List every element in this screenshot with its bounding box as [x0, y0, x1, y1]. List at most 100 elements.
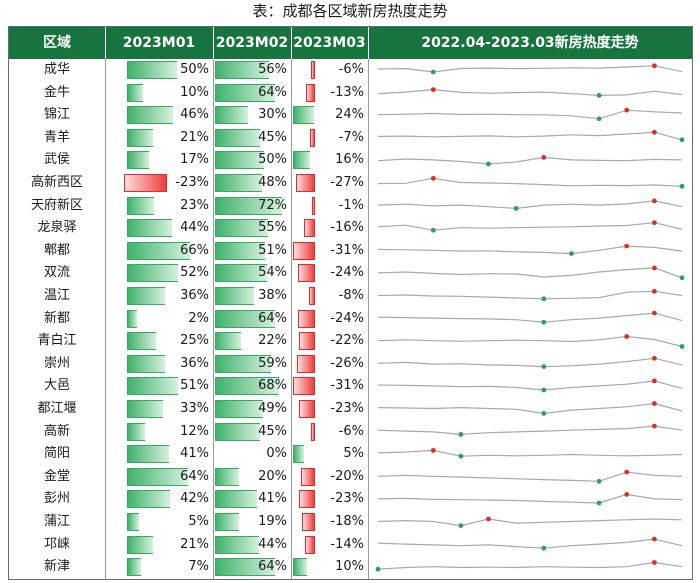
positive-data-bar: [127, 151, 150, 170]
value-label-m01: 41%: [180, 446, 209, 462]
value-cell-m01: 10%: [105, 82, 213, 104]
value-label-m01: 50%: [180, 62, 209, 77]
value-cell-m03: -31%: [291, 240, 368, 262]
value-cell-m03: -23%: [291, 488, 368, 510]
value-label-m03: -13%: [330, 84, 364, 100]
value-label-m03: -6%: [338, 62, 364, 77]
value-cell-m02: 68%: [213, 375, 291, 397]
negative-data-bar: [309, 287, 315, 305]
trend-high-marker: [652, 355, 657, 361]
trend-sparkline: [377, 425, 683, 436]
value-label-m01: 17%: [180, 152, 209, 168]
value-label-m02: 50%: [258, 152, 287, 168]
table-row: 大邑 51% 68% -31%: [9, 375, 692, 397]
trend-high-marker: [652, 378, 657, 384]
positive-data-bar: [215, 128, 260, 147]
positive-data-bar: [127, 241, 190, 260]
value-label-m01: 64%: [180, 468, 209, 484]
region-label: 天府新区: [30, 197, 83, 213]
region-label: 邛崃: [43, 536, 70, 552]
negative-data-bar: [293, 377, 315, 396]
table-row: 成华 50% 56% -6%: [9, 59, 692, 81]
value-label-m01: 21%: [180, 129, 209, 145]
column-divider: [368, 59, 369, 579]
value-cell-m02: 19%: [213, 511, 291, 533]
trend-sparkline: [377, 471, 683, 482]
value-label-m03: -31%: [330, 242, 364, 258]
negative-data-bar: [310, 422, 315, 441]
trend-high-marker: [652, 265, 657, 271]
positive-data-bar: [127, 196, 155, 215]
value-label-m03: -26%: [330, 355, 364, 371]
value-label-m01: 2%: [188, 310, 209, 326]
trend-high-marker: [624, 492, 630, 497]
value-cell-m03: 16%: [291, 149, 368, 171]
negative-data-bar: [295, 174, 315, 192]
value-label-m03: -14%: [330, 536, 364, 552]
value-label-m02: 19%: [258, 514, 287, 529]
value-cell-m03: -24%: [291, 262, 368, 284]
value-cell-m03: -22%: [291, 330, 368, 352]
positive-data-bar: [127, 400, 163, 418]
table-row: 蒲江 5% 19% -18%: [9, 511, 692, 533]
table-row: 高新 12% 45% -6%: [9, 421, 692, 443]
value-cell-m03: -8%: [291, 285, 368, 307]
header-divider: [291, 27, 292, 59]
value-label-m02: 72%: [258, 197, 287, 213]
table-row: 邛崃 21% 44% -14%: [9, 534, 692, 556]
region-label: 高新: [43, 423, 70, 439]
trend-sparkline: [377, 290, 683, 300]
value-label-m02: 54%: [258, 265, 287, 281]
region-label: 新都: [43, 310, 70, 326]
sparkline-chart: [375, 63, 685, 572]
negative-data-bar: [297, 264, 315, 283]
trend-low-marker: [679, 183, 685, 189]
trend-high-marker: [486, 516, 491, 522]
trend-low-marker: [679, 344, 685, 349]
value-label-m02: 49%: [258, 401, 287, 416]
value-label-m02: 64%: [258, 84, 287, 100]
positive-data-bar: [215, 513, 239, 531]
value-label-m02: 30%: [258, 107, 287, 123]
value-cell-m01: 7%: [105, 556, 213, 578]
positive-data-bar: [127, 445, 170, 464]
positive-data-bar: [127, 490, 170, 509]
region-label: 高新西区: [30, 175, 83, 190]
value-cell-m01: 23%: [105, 195, 213, 217]
value-cell-m02: 59%: [213, 353, 291, 375]
value-cell-m02: 50%: [213, 149, 291, 171]
value-cell-m01: 36%: [105, 285, 213, 307]
value-label-m02: 51%: [258, 242, 287, 258]
value-label-m03: -8%: [338, 288, 364, 303]
value-cell-m03: 5%: [291, 443, 368, 465]
positive-data-bar: [127, 287, 165, 305]
trend-low-marker: [375, 566, 381, 572]
trend-low-marker: [679, 275, 685, 281]
trend-sparkline: [377, 222, 683, 231]
value-label-m03: -22%: [330, 333, 364, 349]
value-label-m01: 7%: [188, 559, 209, 575]
value-cell-m02: 45%: [213, 127, 291, 149]
positive-data-bar: [293, 445, 304, 464]
value-label-m03: 16%: [335, 152, 364, 168]
value-cell-m03: -7%: [291, 127, 368, 149]
value-label-m03: -24%: [330, 310, 364, 326]
value-label-m01: 5%: [188, 514, 209, 529]
negative-data-bar: [300, 467, 315, 486]
trend-sparkline: [377, 357, 683, 368]
table-row: 温江 36% 38% -8%: [9, 285, 692, 307]
table-header: 区域 2023M01 2023M02 2023M03 2022.04-2023.…: [9, 27, 692, 59]
region-label: 锦江: [43, 107, 70, 123]
region-label: 青白江: [37, 333, 77, 349]
table-row: 金堂 64% 20% -20%: [9, 466, 692, 488]
positive-data-bar: [215, 422, 260, 441]
header-divider: [105, 27, 106, 59]
negative-data-bar: [299, 332, 315, 351]
value-cell-m03: -13%: [291, 82, 368, 104]
trend-high-marker: [652, 401, 657, 406]
trend-sparkline: [377, 449, 683, 457]
value-cell-m03: -1%: [291, 195, 368, 217]
negative-data-bar: [310, 61, 315, 79]
trend-high-marker: [652, 129, 657, 135]
region-label: 新津: [43, 559, 70, 575]
